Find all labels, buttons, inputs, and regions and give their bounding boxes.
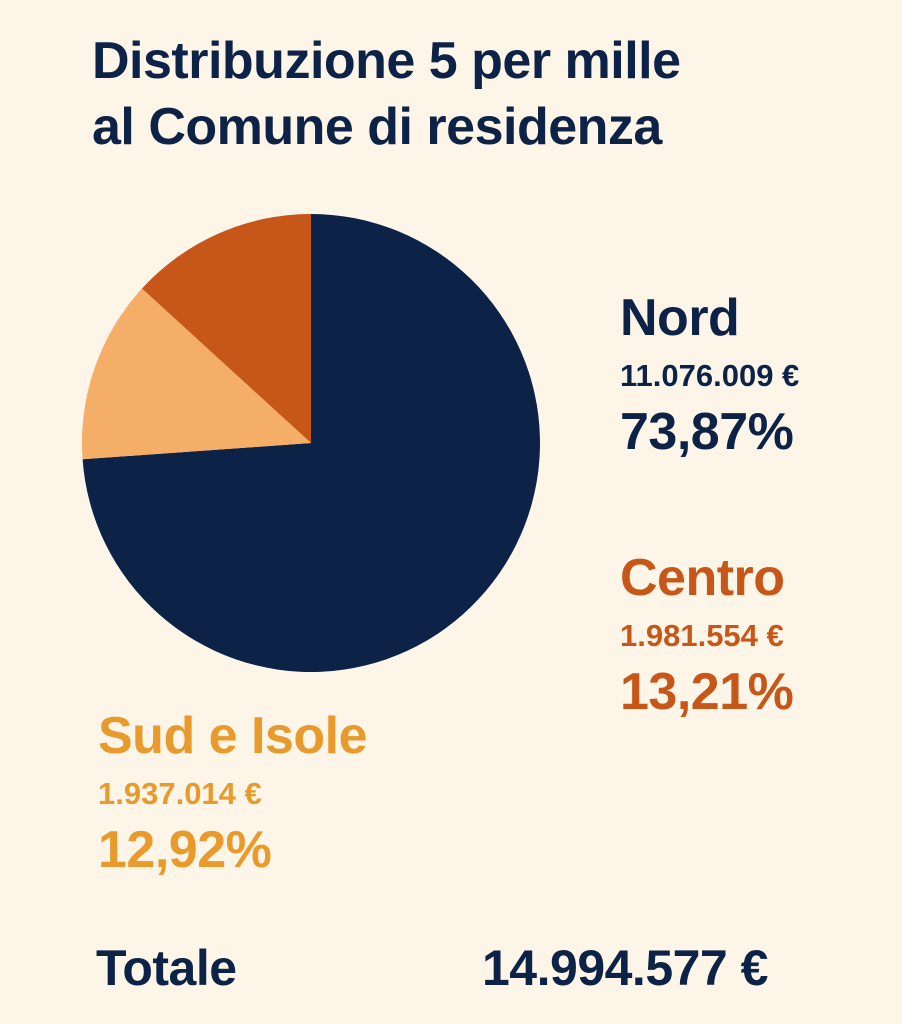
legend-centro: Centro 1.981.554 € 13,21%	[620, 548, 794, 722]
legend-nord-amount: 11.076.009 €	[620, 358, 800, 393]
legend-nord-name: Nord	[620, 289, 740, 347]
totale-value: 14.994.577 €	[482, 940, 768, 996]
legend-centro-name: Centro	[620, 549, 785, 607]
title-line-1: Distribuzione 5 per mille	[92, 32, 681, 90]
pie-slice-nord	[82, 214, 540, 672]
legend-sud-isole-percentage: 12,92%	[98, 821, 272, 879]
pie-slice-sud-isole	[82, 288, 311, 460]
totale-label: Totale	[96, 940, 237, 996]
legend-centro-percentage: 13,21%	[620, 663, 794, 721]
legend-nord-percentage: 73,87%	[620, 403, 794, 461]
legend-centro-amount: 1.981.554 €	[620, 618, 784, 653]
legend-nord: Nord 11.076.009 € 73,87%	[620, 288, 799, 462]
pie-slice-centro	[141, 214, 311, 443]
legend-sud-isole-amount: 1.937.014 €	[98, 776, 262, 811]
legend-sud-isole-name: Sud e Isole	[98, 707, 368, 765]
legend-sud-isole: Sud e Isole 1.937.014 € 12,92%	[98, 706, 368, 880]
title-line-2: al Comune di residenza	[92, 98, 662, 156]
chart-title: Distribuzione 5 per mille al Comune di r…	[92, 28, 852, 160]
